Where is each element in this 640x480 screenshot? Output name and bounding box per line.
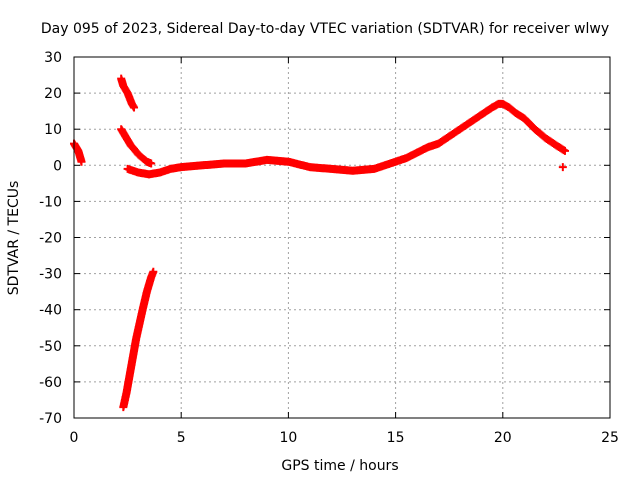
y-tick-label: -30	[39, 267, 62, 283]
data-point	[558, 163, 567, 172]
series-descending-lower	[117, 125, 156, 168]
y-tick-label: 0	[53, 158, 62, 174]
data-point	[149, 267, 158, 276]
x-tick-label: 20	[494, 430, 512, 446]
series-main-track	[123, 99, 569, 179]
y-tick-label: -20	[39, 231, 62, 247]
y-tick-label: 20	[44, 86, 62, 102]
series-early-short	[70, 139, 86, 166]
series-trailing-point	[558, 163, 567, 172]
y-tick-label: -50	[39, 339, 62, 355]
tick-labels: 0 5 10 15 20 25 30 20 10 0 -10 -20 -30 -40 -50 -60 -70	[39, 50, 619, 446]
x-tick-label: 0	[70, 430, 79, 446]
data-point	[130, 103, 139, 112]
y-tick-label: 10	[44, 122, 62, 138]
x-tick-label: 25	[601, 430, 619, 446]
axis-ticks	[73, 56, 611, 419]
grid-lines	[74, 57, 610, 418]
x-tick-label: 15	[387, 430, 405, 446]
data-point	[147, 159, 156, 168]
x-tick-label: 10	[279, 430, 297, 446]
x-axis-label: GPS time / hours	[281, 458, 398, 474]
y-tick-label: -10	[39, 194, 62, 210]
series-descending-upper	[117, 74, 139, 112]
data-points	[70, 74, 569, 412]
data-point	[77, 157, 86, 166]
series-rising-lower	[119, 267, 158, 412]
chart-title: Day 095 of 2023, Sidereal Day-to-day VTE…	[41, 21, 609, 37]
y-tick-label: 30	[44, 50, 62, 66]
x-tick-label: 5	[177, 430, 186, 446]
data-point	[560, 146, 569, 155]
y-tick-label: -40	[39, 303, 62, 319]
y-axis-label: SDTVAR / TECUs	[6, 181, 22, 296]
y-tick-label: -60	[39, 375, 62, 391]
y-tick-label: -70	[39, 411, 62, 427]
